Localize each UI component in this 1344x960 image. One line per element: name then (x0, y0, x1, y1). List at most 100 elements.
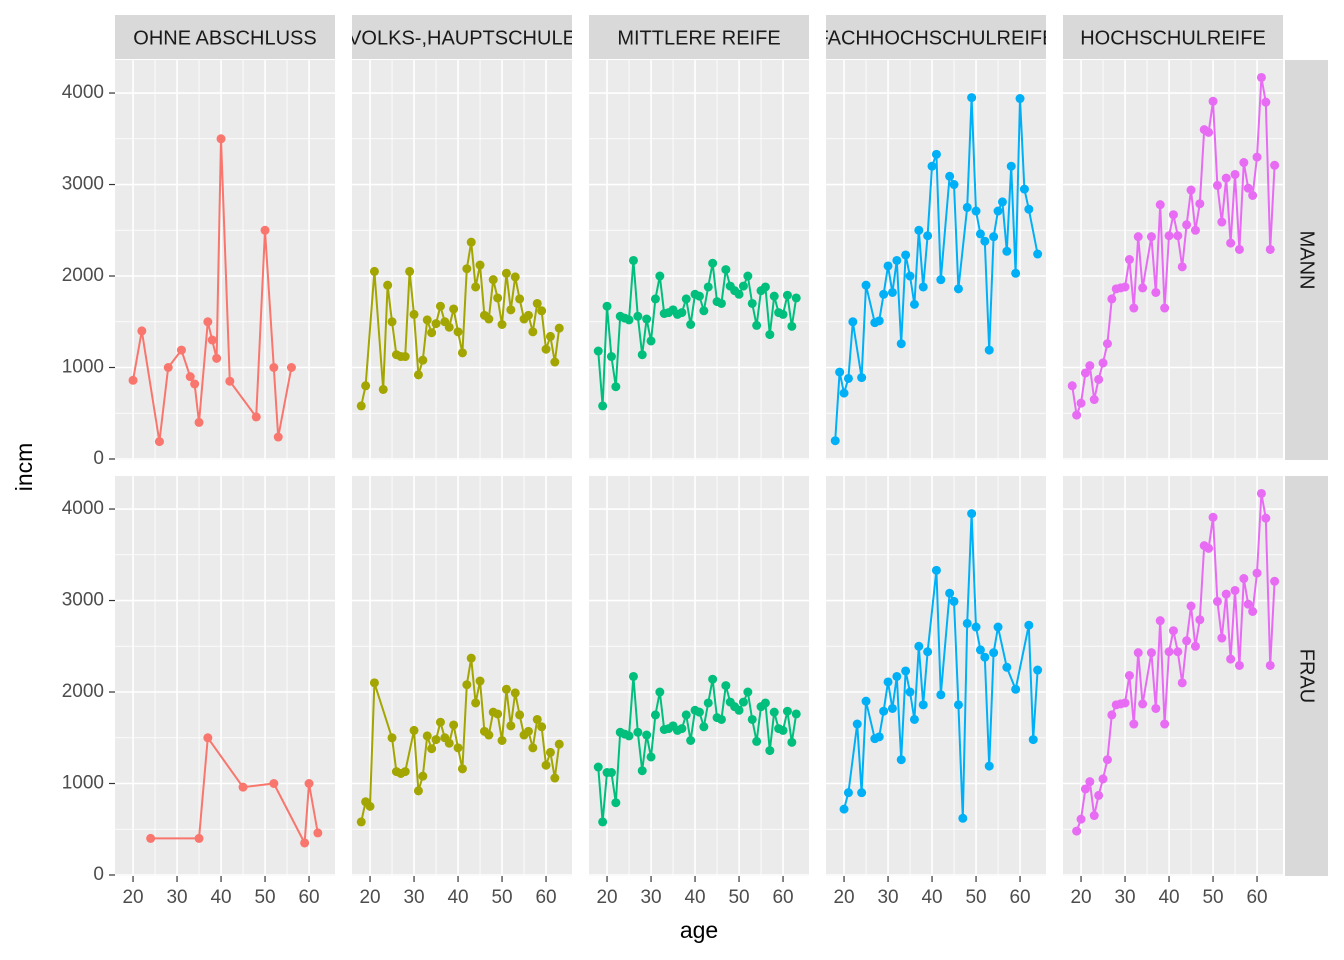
point (387, 733, 397, 743)
point (1226, 654, 1236, 664)
point (624, 731, 634, 741)
point (216, 134, 226, 144)
point (1217, 633, 1227, 643)
point (550, 773, 560, 783)
point (699, 306, 709, 316)
strip-background (115, 15, 335, 59)
point (857, 788, 867, 798)
y-tick-label: 2000 (62, 681, 104, 702)
point (356, 401, 366, 411)
point (611, 382, 621, 392)
point (909, 714, 919, 724)
point (830, 436, 840, 446)
strip-background (589, 15, 809, 59)
point (1129, 719, 1139, 729)
point (1168, 210, 1178, 220)
point (760, 282, 770, 292)
point (646, 336, 656, 346)
point (980, 652, 990, 662)
point (971, 622, 981, 632)
point (449, 720, 459, 730)
point (1019, 184, 1029, 194)
point (738, 697, 748, 707)
point (1177, 678, 1187, 688)
point (703, 282, 713, 292)
point (1182, 220, 1192, 230)
point (194, 417, 204, 427)
x-tick-label: 30 (1114, 887, 1135, 908)
point (593, 346, 603, 356)
point (1212, 180, 1222, 190)
x-tick-label: 60 (1009, 887, 1030, 908)
point (633, 727, 643, 737)
point (1085, 777, 1095, 787)
point (537, 722, 547, 732)
point (650, 294, 660, 304)
point (541, 344, 551, 354)
point (1265, 660, 1275, 670)
y-tick-label: 3000 (62, 590, 104, 611)
point (1204, 127, 1214, 137)
y-tick-label: 4000 (62, 498, 104, 519)
point (953, 284, 963, 294)
point (1089, 395, 1099, 405)
point (967, 509, 977, 519)
point (1133, 232, 1143, 242)
point (993, 206, 1003, 216)
point (752, 320, 762, 330)
point (1102, 339, 1112, 349)
point (435, 301, 445, 311)
point (356, 817, 366, 827)
strip-label: FRAU (1296, 649, 1318, 703)
x-axis-title: age (680, 917, 718, 943)
panel-background (826, 476, 1046, 876)
point (791, 709, 801, 719)
y-tick-label: 1000 (62, 357, 104, 378)
y-tick-label: 4000 (62, 82, 104, 103)
point (400, 767, 410, 777)
point (497, 320, 507, 330)
point (593, 762, 603, 772)
point (510, 688, 520, 698)
point (1217, 217, 1227, 227)
point (418, 771, 428, 781)
point (677, 308, 687, 318)
point (1208, 96, 1218, 106)
point (532, 714, 542, 724)
point (1239, 574, 1249, 584)
panel-background (352, 60, 572, 460)
point (1033, 665, 1043, 675)
point (1186, 185, 1196, 195)
point (843, 788, 853, 798)
point (400, 352, 410, 362)
point (835, 367, 845, 377)
point (1011, 268, 1021, 278)
panel-background (352, 476, 572, 876)
point (743, 687, 753, 697)
point (1151, 287, 1161, 297)
x-tick-label: 60 (1246, 887, 1267, 908)
point (1173, 647, 1183, 657)
x-tick-label: 40 (921, 887, 942, 908)
x-tick-label: 40 (684, 887, 705, 908)
point (422, 731, 432, 741)
x-tick-label: 60 (298, 887, 319, 908)
point (646, 752, 656, 762)
point (1098, 358, 1108, 368)
point (997, 197, 1007, 207)
point (137, 326, 147, 336)
point (1028, 735, 1038, 745)
point (914, 225, 924, 235)
point (1226, 238, 1236, 248)
point (515, 710, 525, 720)
point (677, 724, 687, 734)
point (251, 412, 261, 422)
point (493, 293, 503, 303)
point (624, 315, 634, 325)
point (874, 316, 884, 326)
point (550, 357, 560, 367)
point (923, 647, 933, 657)
point (1138, 283, 1148, 293)
x-tick-label: 50 (1202, 887, 1223, 908)
point (1234, 244, 1244, 254)
